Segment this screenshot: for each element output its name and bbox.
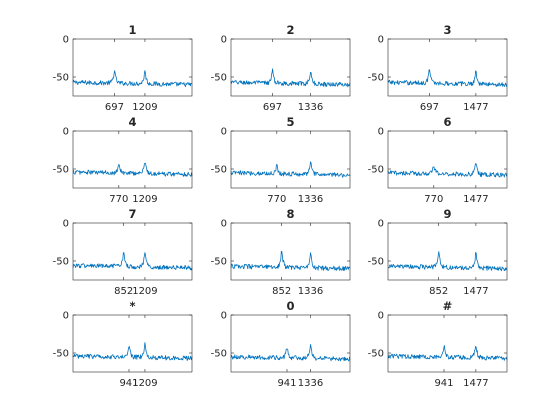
panel-title: 4 — [128, 115, 136, 129]
panel-title: 8 — [286, 207, 294, 221]
panel-title: 9 — [443, 207, 451, 221]
x-tick-label: 770 — [109, 194, 128, 205]
axes-box — [387, 222, 508, 281]
y-tick-label: 0 — [63, 35, 69, 46]
spectrum-line — [72, 70, 193, 88]
panel-title: * — [129, 299, 135, 313]
panel-title: 2 — [286, 23, 294, 37]
x-tick-label: 1336 — [298, 102, 323, 113]
x-tick-label: 697 — [420, 102, 439, 113]
axes-box — [387, 314, 508, 373]
x-tick-label: 1336 — [298, 378, 323, 389]
subplot-2: 2 0 -50 697 1336 — [211, 23, 351, 113]
y-tick-label: -50 — [368, 73, 384, 84]
panel-title: # — [443, 299, 453, 313]
x-tick-label: 852 — [429, 286, 448, 297]
subplot-5: 5 0 -50 770 1336 — [211, 115, 351, 205]
axes-box — [387, 130, 508, 189]
panel-title: 6 — [443, 115, 451, 129]
x-tick-label: 770 — [267, 194, 286, 205]
x-tick-label: 941 — [277, 378, 296, 389]
x-tick-label: 1477 — [463, 102, 488, 113]
spectrum-line — [72, 252, 193, 271]
y-tick-label: -50 — [368, 257, 384, 268]
axes-box — [230, 130, 351, 189]
subplot-3: 3 0 -50 697 1477 — [368, 23, 508, 113]
panel-title: 7 — [128, 207, 136, 221]
x-tick-label: 770 — [424, 194, 443, 205]
axes-box — [72, 222, 193, 281]
y-tick-label: -50 — [53, 349, 69, 360]
x-tick-label: 1336 — [298, 286, 323, 297]
subplot-11: 0 0 -50 941 1336 — [211, 299, 351, 389]
y-tick-label: -50 — [211, 257, 227, 268]
y-tick-label: 0 — [221, 35, 227, 46]
axes-box — [387, 38, 508, 97]
x-tick-label: 1209 — [132, 378, 157, 389]
x-tick-label: 697 — [263, 102, 282, 113]
x-tick-label: 1477 — [463, 378, 488, 389]
subplot-6: 6 0 -50 770 1477 — [368, 115, 508, 205]
x-tick-label: 941 — [119, 378, 138, 389]
x-tick-label: 1477 — [463, 286, 488, 297]
y-tick-label: 0 — [221, 127, 227, 138]
subplot-4: 4 0 -50 770 1209 — [53, 115, 193, 205]
spectrum-line — [230, 68, 351, 88]
y-tick-label: 0 — [63, 127, 69, 138]
x-tick-label: 852 — [114, 286, 133, 297]
subplot-12: #0 -50 941 1477 — [368, 299, 508, 389]
y-tick-label: -50 — [211, 349, 227, 360]
y-tick-label: -50 — [368, 349, 384, 360]
y-tick-label: 0 — [378, 219, 384, 230]
panel-title: 0 — [286, 299, 294, 313]
spectrum-line — [73, 162, 193, 177]
spectrum-line — [387, 251, 508, 272]
x-tick-label: 1209 — [132, 194, 157, 205]
panel-title: 3 — [443, 23, 451, 37]
y-tick-label: 0 — [378, 35, 384, 46]
spectrum-line — [387, 163, 508, 178]
panel-title: 5 — [286, 115, 294, 129]
x-tick-label: 852 — [272, 286, 291, 297]
x-tick-label: 941 — [434, 378, 453, 389]
y-tick-label: 0 — [378, 311, 384, 322]
spectrum-line — [230, 344, 351, 362]
y-tick-label: 0 — [63, 219, 69, 230]
subplot-9: 9 0 -50 852 1477 — [368, 207, 508, 297]
subplot-1: 1 0 -50 697 1209 — [53, 23, 193, 113]
panel-title: 1 — [128, 23, 136, 37]
axes-box — [72, 38, 193, 97]
y-tick-label: 0 — [63, 311, 69, 322]
y-tick-label: -50 — [211, 165, 227, 176]
spectrum-line — [387, 344, 508, 361]
axes-box — [230, 38, 351, 97]
axes-box — [230, 314, 351, 373]
x-tick-label: 697 — [105, 102, 124, 113]
x-tick-label: 1209 — [132, 286, 157, 297]
y-tick-label: -50 — [211, 73, 227, 84]
y-tick-label: -50 — [53, 257, 69, 268]
y-tick-label: 0 — [378, 127, 384, 138]
axes-box — [230, 222, 351, 281]
spectrum-line — [72, 342, 193, 361]
axes-box — [72, 130, 193, 189]
axes-box — [72, 314, 193, 373]
y-tick-label: -50 — [368, 165, 384, 176]
x-tick-label: 1336 — [298, 194, 323, 205]
spectrum-line — [230, 250, 351, 271]
x-tick-label: 1209 — [132, 102, 157, 113]
subplot-8: 8 0 -50 852 1336 — [211, 207, 351, 297]
y-tick-label: -50 — [53, 73, 69, 84]
spectrum-line — [387, 69, 508, 87]
x-tick-label: 1477 — [463, 194, 488, 205]
y-tick-label: 0 — [221, 311, 227, 322]
spectrum-line — [230, 161, 351, 178]
y-tick-label: 0 — [221, 219, 227, 230]
y-tick-label: -50 — [53, 165, 69, 176]
